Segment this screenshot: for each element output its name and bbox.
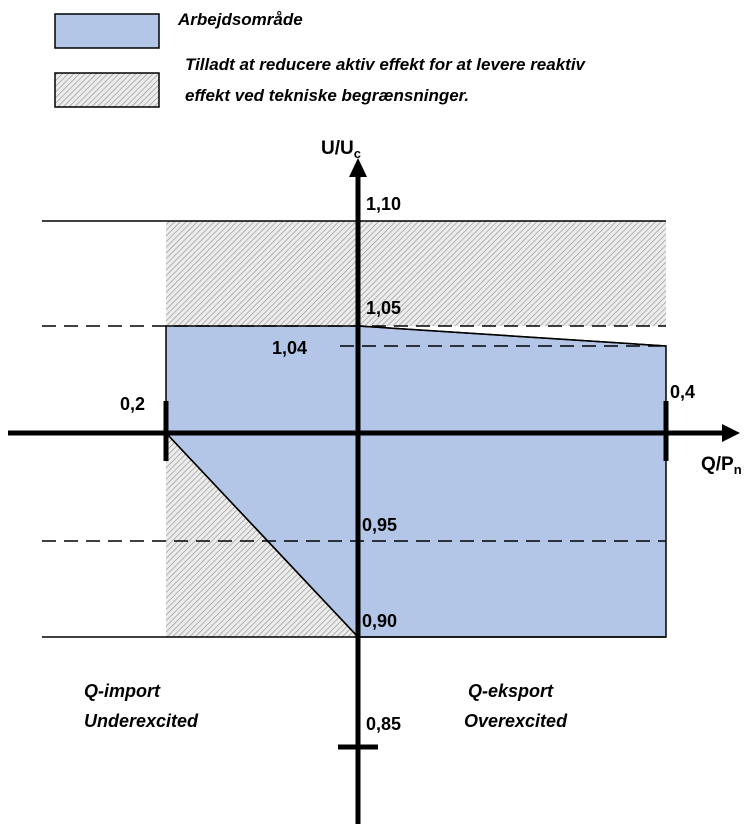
region-left-line1: Q-import	[84, 681, 161, 701]
y-axis-label: U/Uc	[321, 138, 361, 161]
x-axis-label: Q/Pn	[701, 454, 742, 477]
upper-boundary-slope	[357, 325, 667, 347]
y-axis-label-sub: c	[354, 146, 361, 161]
legend-label-hatched-line2: effekt ved tekniske begrænsninger.	[185, 86, 469, 105]
x-axis-label-sub: n	[734, 462, 742, 477]
legend-swatch-hatched-area	[54, 72, 160, 108]
region-right-line2: Overexcited	[464, 711, 568, 731]
x-axis-label-main: Q/P	[701, 454, 734, 475]
legend-label-hatched-line1: Tilladt at reducere aktiv effekt for at …	[185, 55, 587, 74]
y-axis-arrowhead	[349, 158, 367, 177]
legend-label-operating-area: Arbejdsområde	[177, 10, 303, 29]
y-value-0-90: 0,90	[362, 611, 397, 631]
y-axis-label-main: U/U	[321, 138, 354, 159]
hatched-region-top	[166, 221, 666, 326]
diagonal-boundary	[165, 432, 359, 638]
y-value-1-04: 1,04	[272, 338, 307, 358]
region-right-line1: Q-eksport	[468, 681, 554, 701]
region-left-line2: Underexcited	[84, 711, 199, 731]
y-value-0-85: 0,85	[366, 714, 401, 734]
y-value-0-95: 0,95	[362, 515, 397, 535]
x-axis-arrowhead	[722, 424, 740, 442]
y-value-1-05: 1,05	[366, 298, 401, 318]
x-value-left: 0,2	[120, 394, 145, 414]
y-value-1-10: 1,10	[366, 194, 401, 214]
x-value-right: 0,4	[670, 382, 695, 402]
legend-swatch-operating-area	[54, 13, 160, 49]
